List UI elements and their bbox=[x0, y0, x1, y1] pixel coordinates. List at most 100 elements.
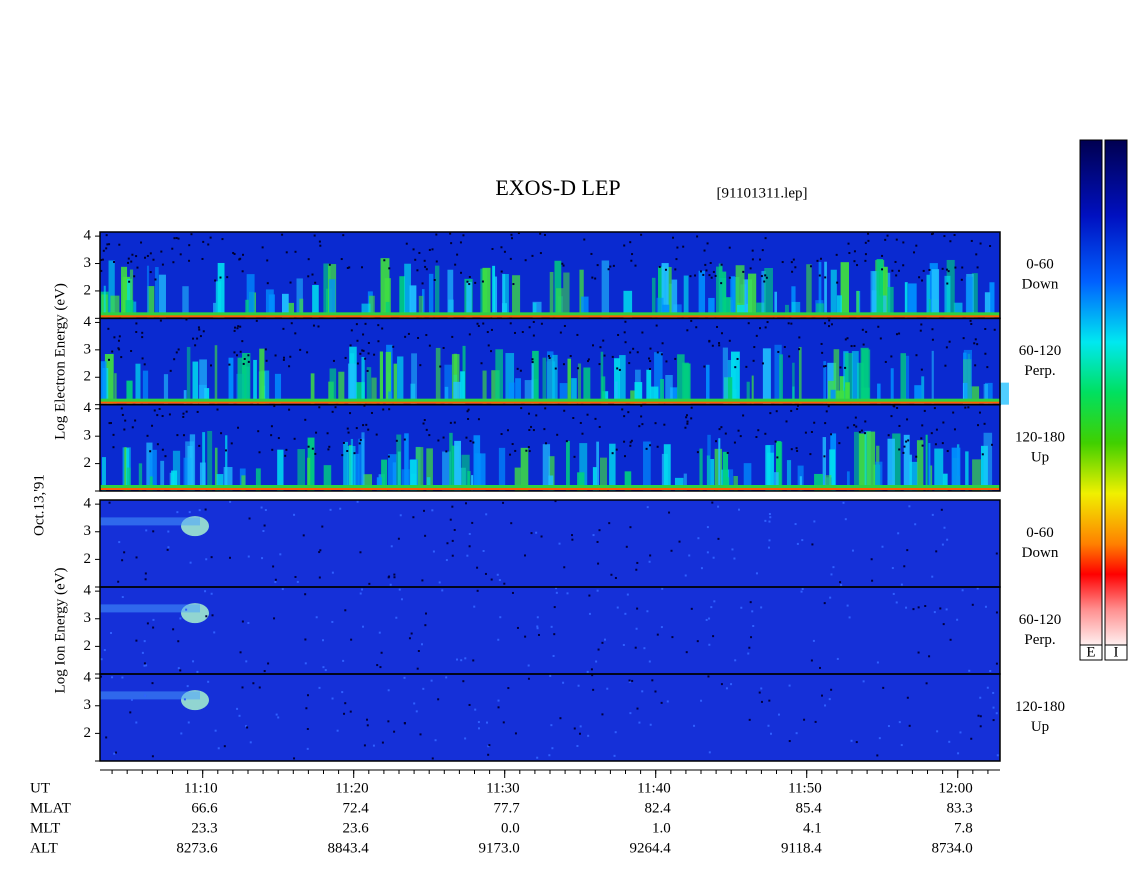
spectrogram-noise bbox=[180, 732, 183, 735]
spectrogram-noise bbox=[591, 276, 594, 279]
spectrogram-noise bbox=[544, 442, 547, 445]
x-tick-label: 11:30 bbox=[486, 780, 520, 796]
spectrogram-patch bbox=[409, 285, 417, 319]
spectrogram-patch bbox=[512, 275, 521, 319]
spectrogram-noise bbox=[764, 519, 767, 522]
spectrogram-noise bbox=[853, 424, 856, 427]
spectrogram-noise bbox=[135, 255, 138, 258]
spectrogram-noise bbox=[811, 543, 814, 546]
spectrogram-noise bbox=[898, 332, 901, 335]
spectrogram-noise bbox=[924, 605, 927, 608]
spectrogram-noise bbox=[476, 566, 479, 569]
spectrogram-noise bbox=[830, 573, 833, 576]
orbit-value: 9264.4 bbox=[629, 840, 671, 856]
spectrogram-patch bbox=[548, 475, 554, 491]
spectrogram-patch bbox=[877, 383, 881, 405]
spectrogram-noise bbox=[646, 610, 649, 613]
spectrogram-noise bbox=[363, 744, 366, 747]
spectrogram-noise bbox=[602, 339, 605, 342]
spectrogram-patch bbox=[577, 472, 585, 491]
file-name: [91101311.lep] bbox=[717, 185, 808, 201]
spectrogram-noise bbox=[882, 686, 885, 689]
spectrogram-noise bbox=[989, 669, 992, 672]
spectrogram-noise bbox=[417, 650, 420, 653]
spectrogram-patch bbox=[549, 271, 554, 319]
spectrogram-noise bbox=[876, 754, 879, 757]
spectrogram-patch bbox=[447, 269, 454, 319]
spectrogram-patch bbox=[614, 358, 620, 405]
spectrogram-noise bbox=[490, 350, 493, 353]
spectrogram-patch bbox=[683, 473, 687, 491]
spectrogram-patch bbox=[547, 351, 554, 405]
spectrogram-noise bbox=[144, 578, 147, 581]
spectrogram-noise bbox=[928, 655, 931, 658]
spectrogram-noise bbox=[840, 583, 843, 586]
spectrogram-noise bbox=[270, 425, 273, 428]
spectrogram-noise bbox=[879, 337, 882, 340]
spectrogram-noise bbox=[764, 432, 767, 435]
spectrogram-noise bbox=[942, 623, 945, 626]
spectrogram-noise bbox=[367, 428, 370, 431]
spectrogram-noise bbox=[108, 422, 111, 425]
spectrogram-noise bbox=[400, 598, 403, 601]
spectrogram-noise bbox=[737, 429, 740, 432]
spectrogram-noise bbox=[294, 250, 297, 253]
spectrogram-noise bbox=[790, 448, 793, 451]
spectrogram-noise bbox=[113, 336, 116, 339]
spectrogram-noise bbox=[623, 415, 626, 418]
spectrogram-noise bbox=[946, 450, 949, 453]
spectrogram-noise bbox=[984, 328, 987, 331]
spectrogram-patch bbox=[708, 297, 715, 319]
spectrogram-noise bbox=[944, 364, 947, 367]
spectrogram-patch bbox=[435, 347, 441, 405]
spectrogram-noise bbox=[864, 241, 867, 244]
spectrogram-noise bbox=[853, 344, 856, 347]
spectrogram-noise bbox=[624, 341, 627, 344]
spectrogram-noise bbox=[945, 608, 948, 611]
spectrogram-noise bbox=[846, 426, 849, 429]
spectrogram-patch bbox=[928, 443, 931, 491]
spectrogram-noise bbox=[956, 618, 959, 621]
spectrogram-patch bbox=[942, 473, 948, 491]
spectrogram-patch bbox=[355, 382, 365, 405]
spectrogram-noise bbox=[141, 336, 144, 339]
spectrogram-noise bbox=[422, 422, 425, 425]
spectrogram-patch bbox=[323, 263, 331, 319]
spectrogram-noise bbox=[717, 505, 720, 508]
spectrogram-noise bbox=[177, 667, 180, 670]
spectrogram-noise bbox=[921, 279, 924, 282]
spectrogram-patch bbox=[466, 281, 472, 319]
spectrogram-noise bbox=[569, 355, 572, 358]
spectrogram-noise bbox=[362, 625, 365, 628]
spectrogram-noise bbox=[482, 549, 485, 552]
spectrogram-noise bbox=[611, 355, 614, 358]
spectrogram-noise bbox=[594, 417, 597, 420]
spectrogram-noise bbox=[478, 727, 481, 730]
spectrogram-noise bbox=[596, 540, 599, 543]
spectrogram-noise bbox=[629, 441, 632, 444]
spectrogram-noise bbox=[117, 339, 120, 342]
spectrogram-noise bbox=[897, 532, 900, 535]
panel-label: Down bbox=[1022, 277, 1059, 293]
spectrogram-patch bbox=[870, 271, 879, 319]
spectrogram-patch bbox=[542, 357, 547, 405]
spectrogram-patch bbox=[596, 441, 599, 491]
spectrogram-noise bbox=[665, 360, 668, 363]
spectrogram-patch bbox=[999, 382, 1009, 405]
spectrogram-patch bbox=[650, 386, 659, 405]
spectrogram-noise bbox=[900, 744, 903, 747]
spectrogram-noise bbox=[658, 265, 661, 268]
spectrogram-patch bbox=[818, 261, 822, 319]
spectrogram-noise bbox=[752, 624, 755, 627]
spectrogram-patch bbox=[746, 381, 750, 405]
spectrogram-noise bbox=[690, 406, 693, 409]
spectrogram-patch bbox=[361, 356, 365, 405]
spectrogram-noise bbox=[819, 666, 822, 669]
panel-background bbox=[100, 500, 1000, 587]
spectrogram-noise bbox=[959, 731, 962, 734]
spectrogram-noise bbox=[583, 238, 586, 241]
spectrogram-noise bbox=[960, 278, 963, 281]
spectrogram-noise bbox=[381, 741, 384, 744]
spectrogram-noise bbox=[404, 335, 407, 338]
spectrogram-noise bbox=[572, 417, 575, 420]
